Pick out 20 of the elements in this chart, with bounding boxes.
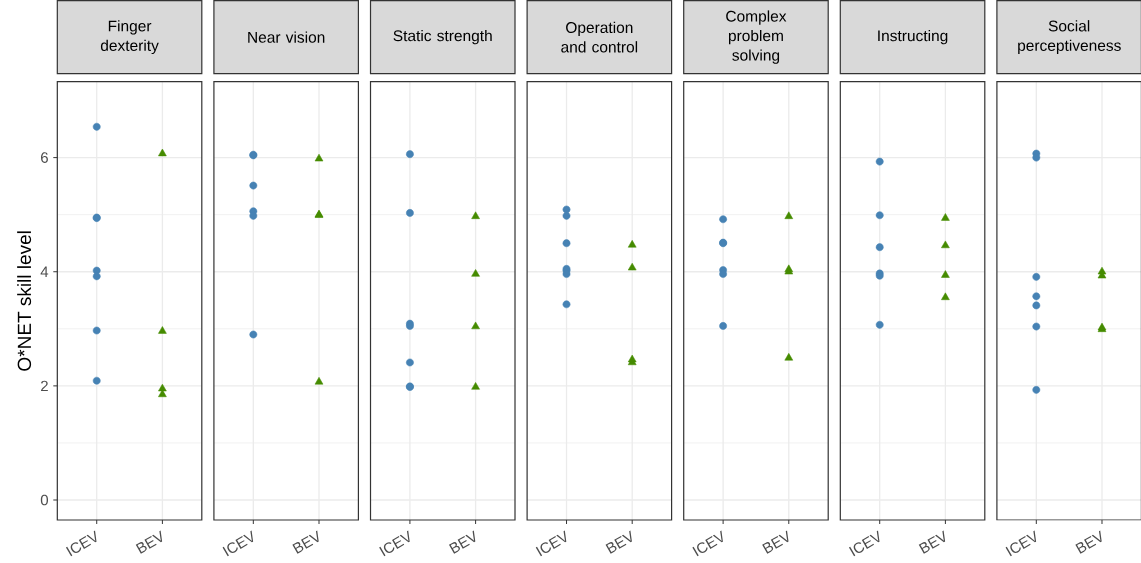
chart-title: Near vision	[248, 31, 325, 43]
chart-title: Instructing	[878, 29, 948, 45]
y-tick-label: 6	[41, 152, 48, 163]
x-tick-label: BEV	[918, 530, 946, 554]
x-tick-label: BEV	[1075, 530, 1102, 554]
chart-title: Complex problem solving	[726, 10, 787, 64]
chart-title: Social perceptiveness	[1018, 20, 1121, 55]
y-tick-label: 4	[40, 266, 49, 277]
chart-title: Static strength	[393, 29, 492, 45]
x-tick-label: BEV	[135, 530, 163, 554]
y-axis-title: O*NET skill level	[17, 231, 32, 371]
chart-title: Finger dexterity	[100, 20, 159, 55]
x-tick-label: BEV	[292, 530, 319, 554]
x-tick-label: BEV	[762, 530, 789, 554]
x-tick-label: BEV	[605, 530, 632, 554]
y-tick-label: 0	[40, 494, 49, 506]
x-tick-label: BEV	[448, 530, 476, 554]
y-tick-label: 2	[41, 380, 48, 392]
x-tick-label: ICEV	[379, 530, 410, 557]
chart-title: Operation and control	[561, 21, 638, 53]
